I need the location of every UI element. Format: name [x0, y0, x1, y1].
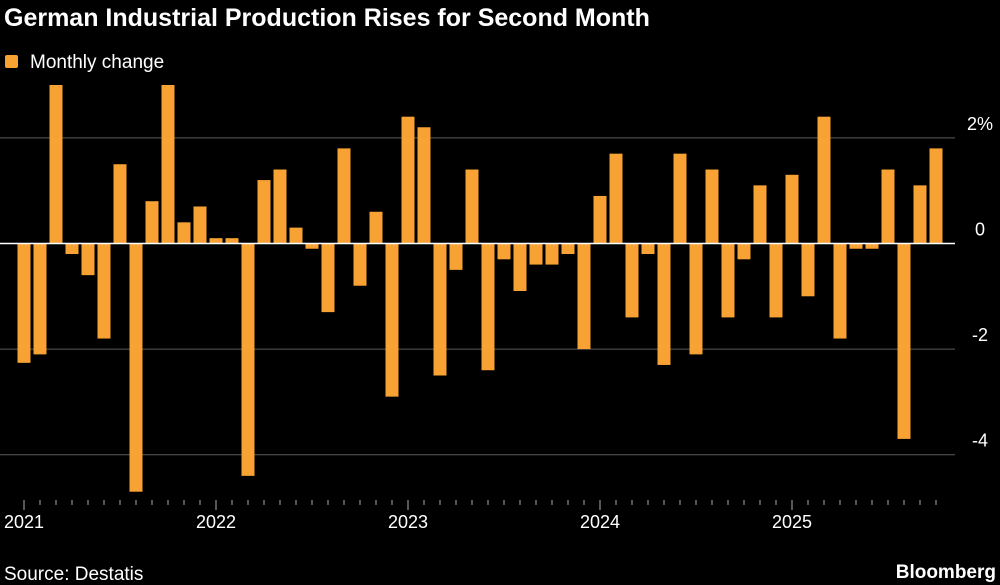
bar — [257, 180, 271, 244]
bar — [145, 201, 159, 244]
bar — [385, 243, 399, 397]
bar — [113, 164, 127, 244]
bar — [657, 243, 671, 365]
bar — [481, 243, 495, 371]
bar — [865, 243, 879, 249]
bar — [849, 243, 863, 249]
bar — [705, 169, 719, 244]
x-tick-label: 2023 — [388, 512, 428, 532]
bar — [401, 116, 415, 244]
bar — [625, 243, 639, 318]
bar — [785, 174, 799, 244]
bar — [529, 243, 543, 265]
bar — [769, 243, 783, 318]
bar — [209, 238, 223, 244]
bar — [225, 238, 239, 244]
bar — [129, 243, 143, 492]
bar — [177, 222, 191, 244]
y-tick-label: -4 — [972, 431, 988, 451]
bar — [33, 243, 47, 355]
legend-label: Monthly change — [30, 52, 164, 73]
bar — [353, 243, 367, 286]
y-tick-label: 2% — [967, 114, 993, 134]
bar — [609, 153, 623, 244]
bar — [273, 169, 287, 244]
bar — [801, 243, 815, 297]
bar — [721, 243, 735, 318]
bar — [369, 211, 383, 244]
bar — [513, 243, 527, 291]
bar — [337, 148, 351, 244]
bar — [321, 243, 335, 313]
bar — [577, 243, 591, 350]
bar — [161, 85, 175, 244]
bar — [49, 85, 63, 244]
chart-title: German Industrial Production Rises for S… — [4, 4, 650, 32]
bar — [81, 243, 95, 276]
bar — [561, 243, 575, 255]
y-tick-label: -2 — [972, 325, 988, 345]
bar — [737, 243, 751, 260]
bar — [193, 206, 207, 244]
bar — [241, 243, 255, 476]
bar — [673, 153, 687, 244]
bar — [97, 243, 111, 339]
x-tick-label: 2025 — [772, 512, 812, 532]
bar — [305, 243, 319, 249]
bar — [753, 185, 767, 244]
bar — [913, 185, 927, 244]
bar — [817, 116, 831, 244]
credit: Bloomberg — [896, 562, 996, 583]
bar — [929, 148, 943, 244]
bar — [417, 127, 431, 244]
bar — [65, 243, 79, 255]
legend-swatch — [5, 55, 18, 68]
bar — [465, 169, 479, 244]
bar — [641, 243, 655, 255]
y-tick-label: 0 — [975, 219, 985, 239]
bar — [497, 243, 511, 260]
bar — [545, 243, 559, 265]
bar — [897, 243, 911, 439]
bar — [289, 227, 303, 244]
bar — [689, 243, 703, 355]
bar — [17, 243, 31, 363]
source-note: Source: Destatis — [4, 564, 143, 585]
bar — [449, 243, 463, 270]
bar — [433, 243, 447, 376]
x-tick-label: 2022 — [196, 512, 236, 532]
bar — [881, 169, 895, 244]
bar — [593, 195, 607, 244]
bar — [833, 243, 847, 339]
x-tick-label: 2021 — [4, 512, 44, 532]
x-tick-label: 2024 — [580, 512, 620, 532]
